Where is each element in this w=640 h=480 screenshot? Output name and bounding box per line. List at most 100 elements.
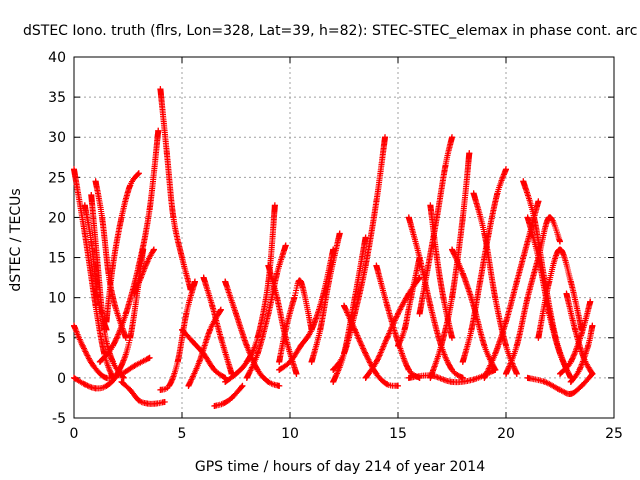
series-trace xyxy=(427,202,455,341)
y-axis-label: dSTEC / TECUs xyxy=(8,188,24,291)
data-point xyxy=(373,358,380,365)
data-point xyxy=(211,402,218,409)
data-point xyxy=(503,342,509,349)
data-point xyxy=(146,206,153,213)
data-point xyxy=(92,178,99,185)
data-point xyxy=(585,342,592,349)
x-tick-label: 20 xyxy=(497,426,515,442)
data-point xyxy=(217,306,224,313)
data-point xyxy=(185,382,192,389)
x-tick-label: 25 xyxy=(605,426,623,442)
data-point xyxy=(222,378,229,385)
x-tick-label: 5 xyxy=(178,426,187,442)
data-point xyxy=(200,274,207,281)
data-point xyxy=(276,358,283,365)
data-point xyxy=(541,378,548,385)
data-point xyxy=(265,378,272,385)
series-arc-12 xyxy=(157,278,198,393)
data-point xyxy=(578,382,585,389)
series-arc-32 xyxy=(416,134,455,317)
data-point xyxy=(427,202,434,209)
data-point xyxy=(405,366,412,373)
y-tick-label: -5 xyxy=(52,411,66,427)
data-point xyxy=(341,350,347,357)
data-point xyxy=(127,182,134,189)
data-point xyxy=(362,234,369,241)
data-point xyxy=(81,230,88,237)
chart-title: dSTEC Iono. truth (flrs, Lon=328, Lat=39… xyxy=(23,23,637,39)
data-point xyxy=(395,382,401,389)
data-point xyxy=(382,134,389,141)
data-point xyxy=(546,214,553,221)
plot-frame xyxy=(73,56,615,419)
series-trace xyxy=(211,382,246,409)
data-point xyxy=(425,262,432,269)
data-point xyxy=(589,322,596,329)
data-point xyxy=(297,278,304,285)
data-point xyxy=(362,374,369,381)
data-point xyxy=(146,354,153,361)
data-point xyxy=(233,310,239,317)
data-point xyxy=(567,378,574,385)
data-point xyxy=(351,326,358,333)
data-point xyxy=(109,262,116,269)
series-arc-35 xyxy=(449,246,499,373)
data-point xyxy=(341,302,347,309)
data-point xyxy=(131,362,138,369)
data-point xyxy=(274,294,281,301)
data-point xyxy=(135,262,142,269)
data-point xyxy=(567,278,574,285)
data-point xyxy=(520,178,527,185)
data-point xyxy=(163,150,170,157)
data-point xyxy=(373,370,380,377)
data-point xyxy=(189,338,196,345)
data-point xyxy=(94,262,101,269)
x-tick-label: 0 xyxy=(70,426,79,442)
data-point xyxy=(531,214,538,221)
y-tick-label: 15 xyxy=(48,251,66,267)
series-arc-31 xyxy=(427,202,455,341)
data-point xyxy=(351,294,358,301)
data-point xyxy=(373,262,380,269)
data-point xyxy=(109,342,116,349)
data-point xyxy=(287,358,293,365)
data-point xyxy=(567,358,574,365)
data-point xyxy=(209,302,216,309)
data-point xyxy=(220,400,227,407)
data-point xyxy=(384,302,391,309)
x-axis-label: GPS time / hours of day 214 of year 2014 xyxy=(195,459,485,475)
data-point xyxy=(546,278,553,285)
data-point xyxy=(157,386,164,393)
data-point xyxy=(207,326,214,333)
data-point xyxy=(492,350,499,357)
data-point xyxy=(449,366,455,373)
data-point xyxy=(101,326,108,333)
data-point xyxy=(535,334,542,341)
series-arc-26 xyxy=(341,302,401,389)
data-point xyxy=(122,310,129,317)
data-point xyxy=(503,370,509,377)
data-point xyxy=(81,381,88,388)
series-arc-46 xyxy=(563,290,596,377)
data-point xyxy=(155,127,162,134)
data-point xyxy=(274,270,281,277)
data-point xyxy=(90,362,97,369)
data-point xyxy=(557,238,563,245)
data-point xyxy=(481,374,488,381)
data-point xyxy=(228,394,235,401)
data-point xyxy=(524,238,531,245)
data-point xyxy=(233,370,239,377)
data-point xyxy=(191,278,198,285)
data-point xyxy=(546,310,553,317)
series-arc-9 xyxy=(118,378,168,407)
data-point xyxy=(503,318,509,325)
data-point xyxy=(524,294,531,301)
data-point xyxy=(459,358,466,365)
y-tick-label: 30 xyxy=(48,130,66,146)
data-point xyxy=(576,366,583,373)
data-point xyxy=(308,326,315,333)
data-point xyxy=(161,398,168,405)
data-point xyxy=(317,326,324,333)
